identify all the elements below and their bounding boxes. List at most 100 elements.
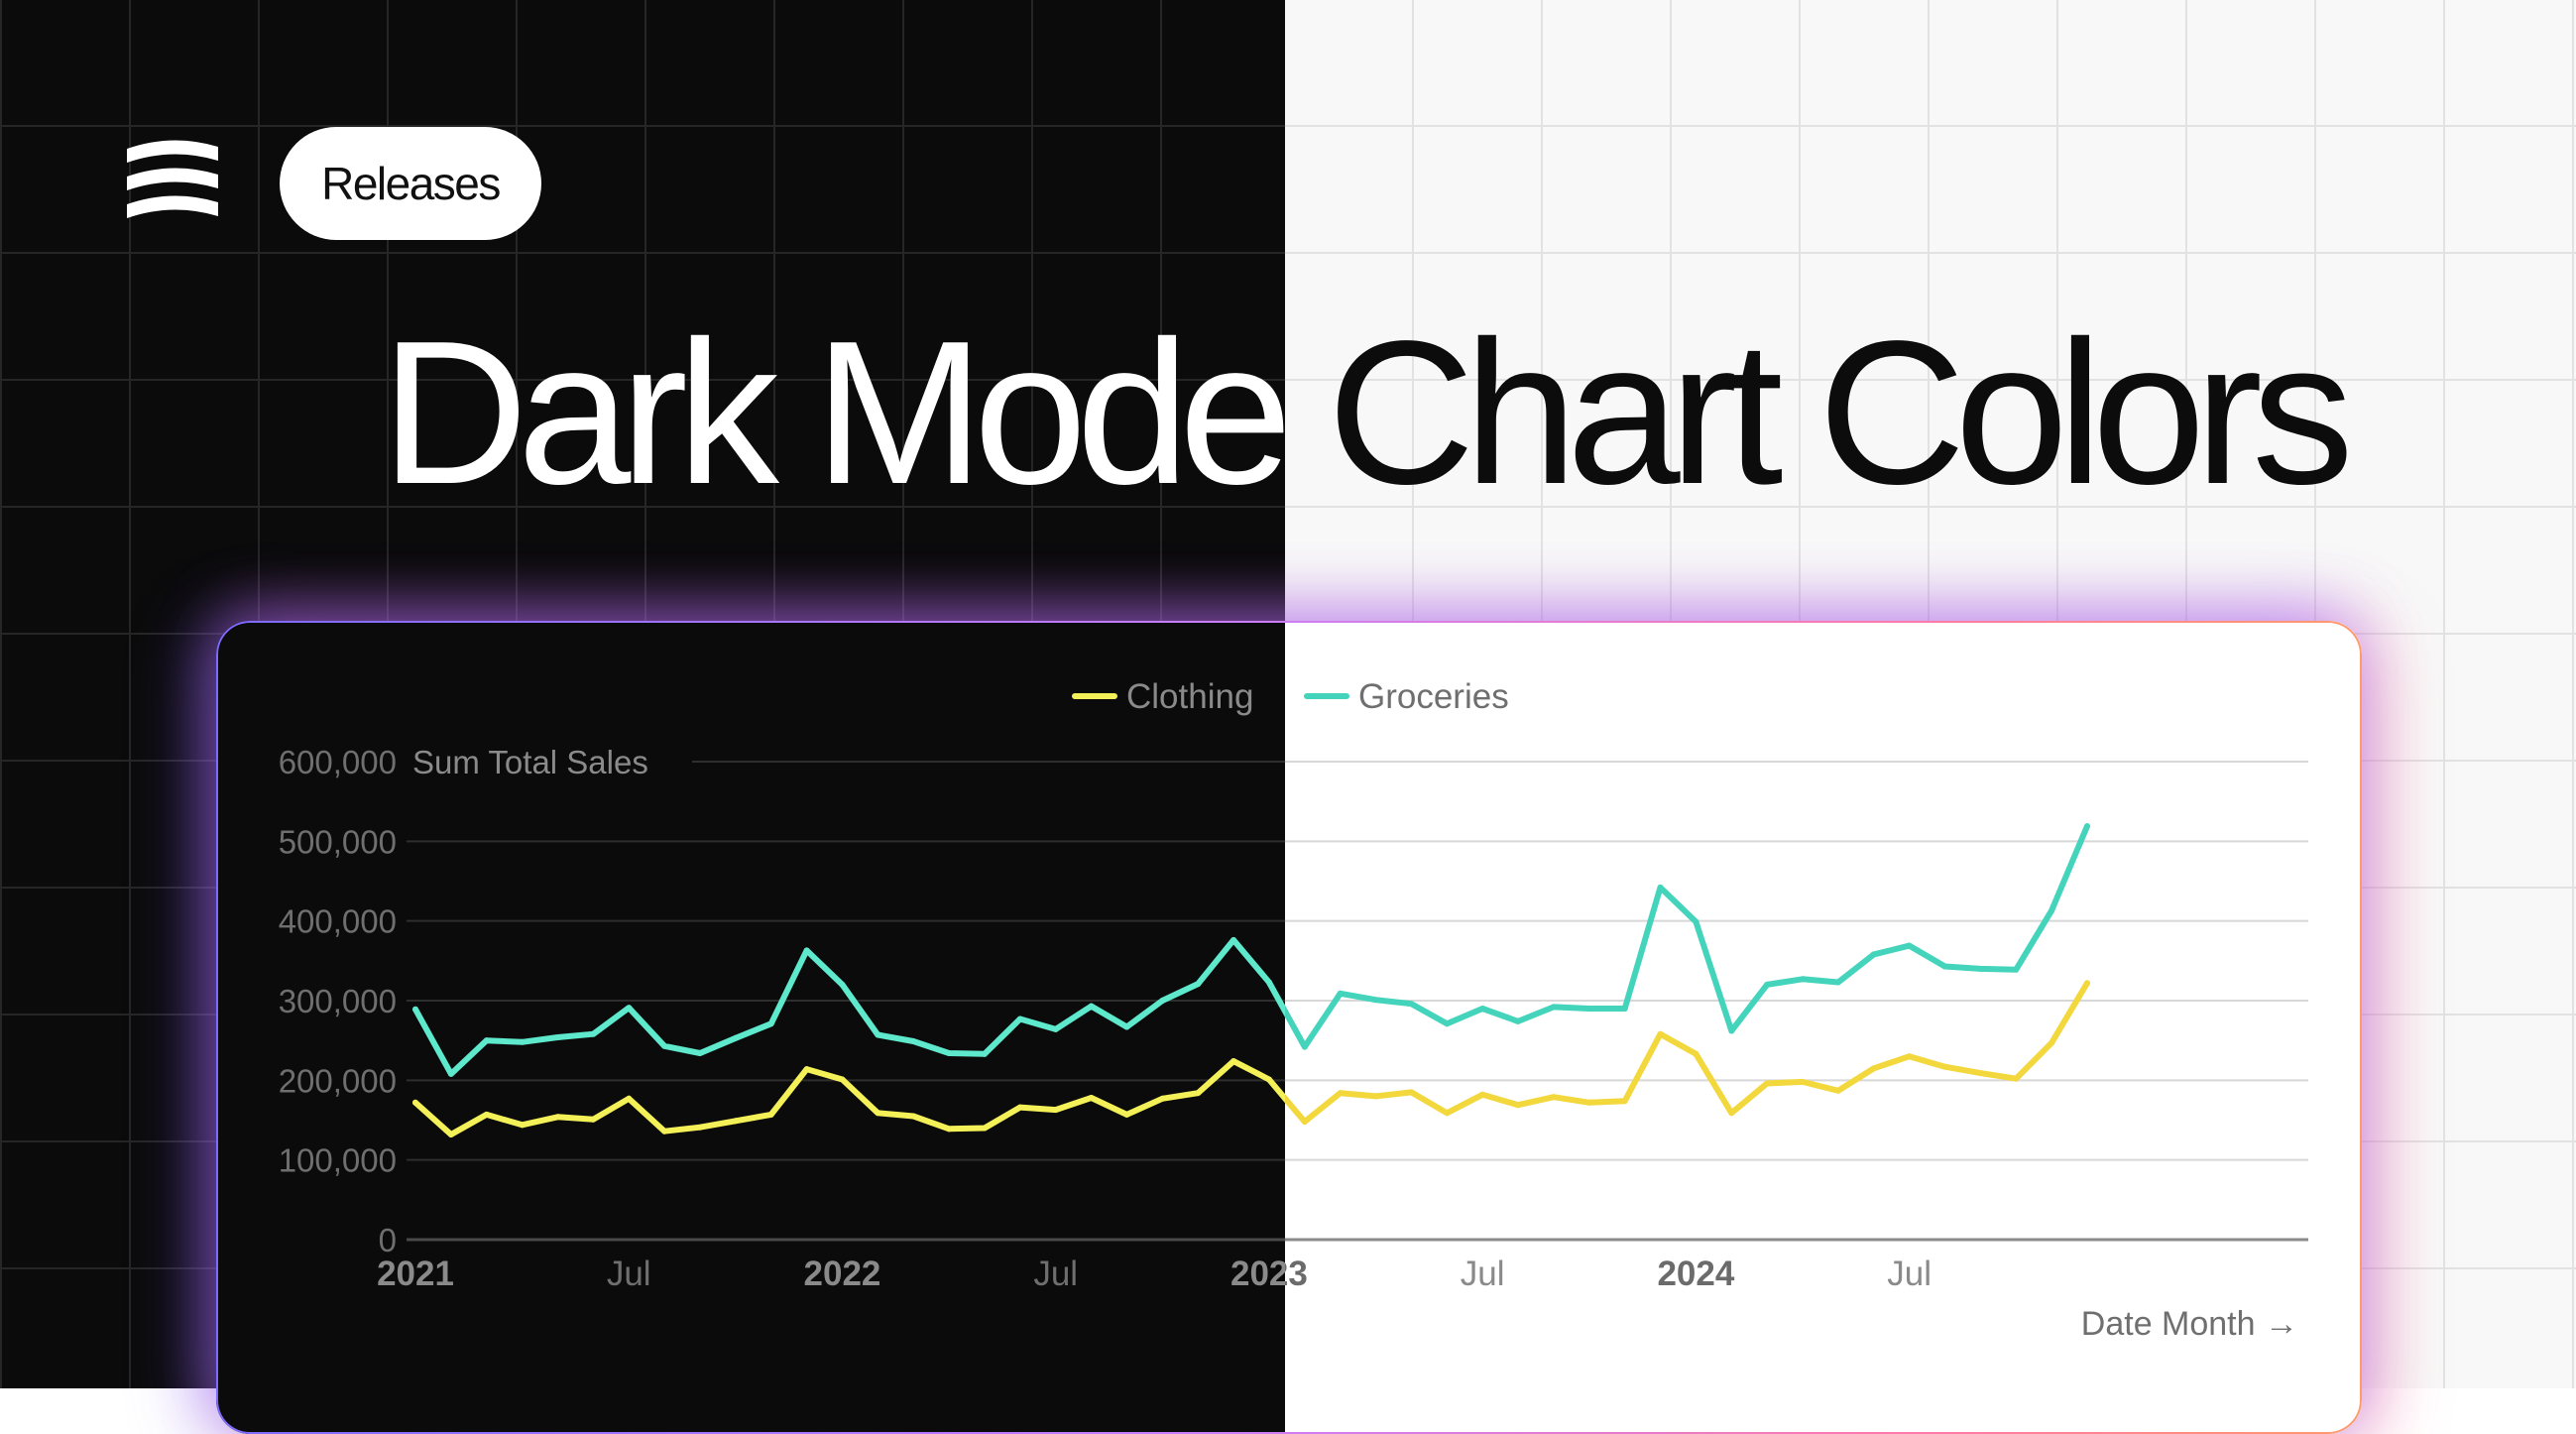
data-point-groceries [590, 1030, 597, 1037]
data-point-groceries [2049, 907, 2055, 914]
data-point-groceries [447, 1070, 454, 1077]
series-line-clothing [412, 1058, 1285, 1137]
data-point-clothing [1585, 1099, 1592, 1106]
releases-badge-label: Releases [321, 158, 501, 209]
data-point-groceries [1195, 981, 1202, 988]
y-tick-label: 400,000 [279, 903, 397, 940]
data-point-clothing [1800, 1078, 1807, 1085]
page-title: Dark Mode Chart Colors [381, 299, 1285, 527]
y-tick-label: 200,000 [279, 1062, 397, 1099]
data-point-clothing [2013, 1075, 2020, 1082]
y-axis-label: Sum Total Sales [412, 744, 648, 780]
data-point-groceries [1621, 1006, 1628, 1013]
releases-badge[interactable]: Releases [280, 127, 541, 240]
data-point-groceries [1123, 1023, 1130, 1030]
x-tick-label: Jul [1461, 1255, 1505, 1293]
data-point-groceries [1372, 997, 1379, 1004]
data-point-clothing [767, 1111, 774, 1118]
data-point-groceries [1515, 1017, 1522, 1024]
data-point-clothing [661, 1128, 668, 1135]
data-point-clothing [447, 1131, 454, 1137]
data-point-clothing [1444, 1110, 1451, 1117]
data-point-groceries [1657, 884, 1664, 891]
data-point-groceries [2084, 823, 2090, 830]
data-point-groceries [910, 1037, 917, 1044]
data-point-groceries [1444, 1020, 1451, 1027]
y-tick-label: 300,000 [279, 983, 397, 1019]
data-point-groceries [1693, 918, 1699, 925]
data-point-clothing [1088, 1095, 1095, 1102]
data-point-groceries [839, 981, 846, 988]
data-point-groceries [1941, 963, 1948, 970]
data-point-clothing [1515, 1102, 1522, 1109]
data-point-clothing [981, 1125, 988, 1132]
data-point-clothing [1834, 1087, 1841, 1094]
page-title-light-side: Dark Mode Chart Colors [381, 299, 2354, 527]
data-point-groceries [554, 1033, 561, 1040]
x-tick-label: 2022 [804, 1255, 881, 1293]
x-tick-label: 2024 [1657, 1255, 1734, 1293]
legend-label-groceries: Groceries [1358, 677, 1509, 716]
data-point-clothing [696, 1124, 703, 1131]
data-point-groceries [661, 1042, 668, 1049]
wave-stack-logo-icon [127, 140, 218, 218]
data-point-clothing [1728, 1110, 1735, 1117]
data-point-groceries [981, 1050, 988, 1057]
data-point-groceries [1834, 979, 1841, 986]
data-point-groceries [875, 1031, 881, 1038]
data-point-groceries [1265, 979, 1272, 986]
data-point-groceries [483, 1037, 490, 1044]
data-point-clothing [1195, 1090, 1202, 1097]
data-point-groceries [803, 947, 810, 954]
data-point-clothing [1123, 1111, 1130, 1118]
data-point-clothing [1621, 1098, 1628, 1105]
data-point-clothing [803, 1066, 810, 1073]
data-point-groceries [1088, 1003, 1095, 1010]
data-point-groceries [1585, 1006, 1592, 1013]
y-tick-label: 500,000 [279, 823, 397, 860]
data-point-groceries [1800, 976, 1807, 983]
data-point-clothing [2049, 1039, 2055, 1046]
x-tick-label: Jul [607, 1255, 651, 1293]
series-line-groceries [1285, 823, 2090, 1050]
data-point-clothing [875, 1110, 881, 1117]
data-point-groceries [1408, 1001, 1415, 1008]
data-point-clothing [590, 1116, 597, 1123]
data-point-groceries [1301, 1043, 1308, 1050]
data-point-clothing [1906, 1053, 1913, 1060]
y-tick-label: 100,000 [279, 1142, 397, 1179]
data-point-groceries [1052, 1025, 1059, 1032]
data-point-clothing [1301, 1119, 1308, 1126]
data-point-clothing [1977, 1070, 1984, 1077]
data-point-groceries [2013, 966, 2020, 973]
sales-line-chart: 0 100,000 200,000 300,000 400,000 500,000 600,… [279, 677, 2308, 1343]
data-point-groceries [767, 1020, 774, 1027]
data-point-groceries [1977, 965, 1984, 972]
data-point-clothing [1479, 1091, 1486, 1098]
data-point-clothing [1870, 1065, 1877, 1072]
data-point-groceries [1016, 1016, 1023, 1022]
data-point-clothing [1230, 1058, 1237, 1065]
legend-label-clothing: Clothing [1126, 677, 1253, 716]
data-point-clothing [519, 1122, 526, 1129]
data-point-groceries [1479, 1006, 1486, 1013]
x-axis-label: Date Month → [2081, 1305, 2298, 1343]
y-tick-label: 600,000 [279, 744, 397, 780]
data-point-clothing [1657, 1030, 1664, 1037]
data-point-clothing [910, 1113, 917, 1120]
data-point-groceries [1764, 981, 1771, 988]
data-point-clothing [554, 1114, 561, 1121]
data-point-groceries [626, 1005, 633, 1012]
data-point-groceries [1870, 951, 1877, 958]
data-point-clothing [2084, 980, 2090, 987]
data-point-clothing [1550, 1094, 1557, 1101]
data-point-clothing [412, 1099, 418, 1106]
x-tick-label: Jul [1887, 1255, 1932, 1293]
data-point-clothing [1764, 1080, 1771, 1087]
data-point-groceries [946, 1050, 953, 1057]
data-point-groceries [732, 1034, 739, 1041]
series-line-clothing [1285, 980, 2090, 1126]
data-point-clothing [1337, 1090, 1344, 1097]
data-point-groceries [1230, 936, 1237, 943]
data-point-clothing [1016, 1104, 1023, 1111]
